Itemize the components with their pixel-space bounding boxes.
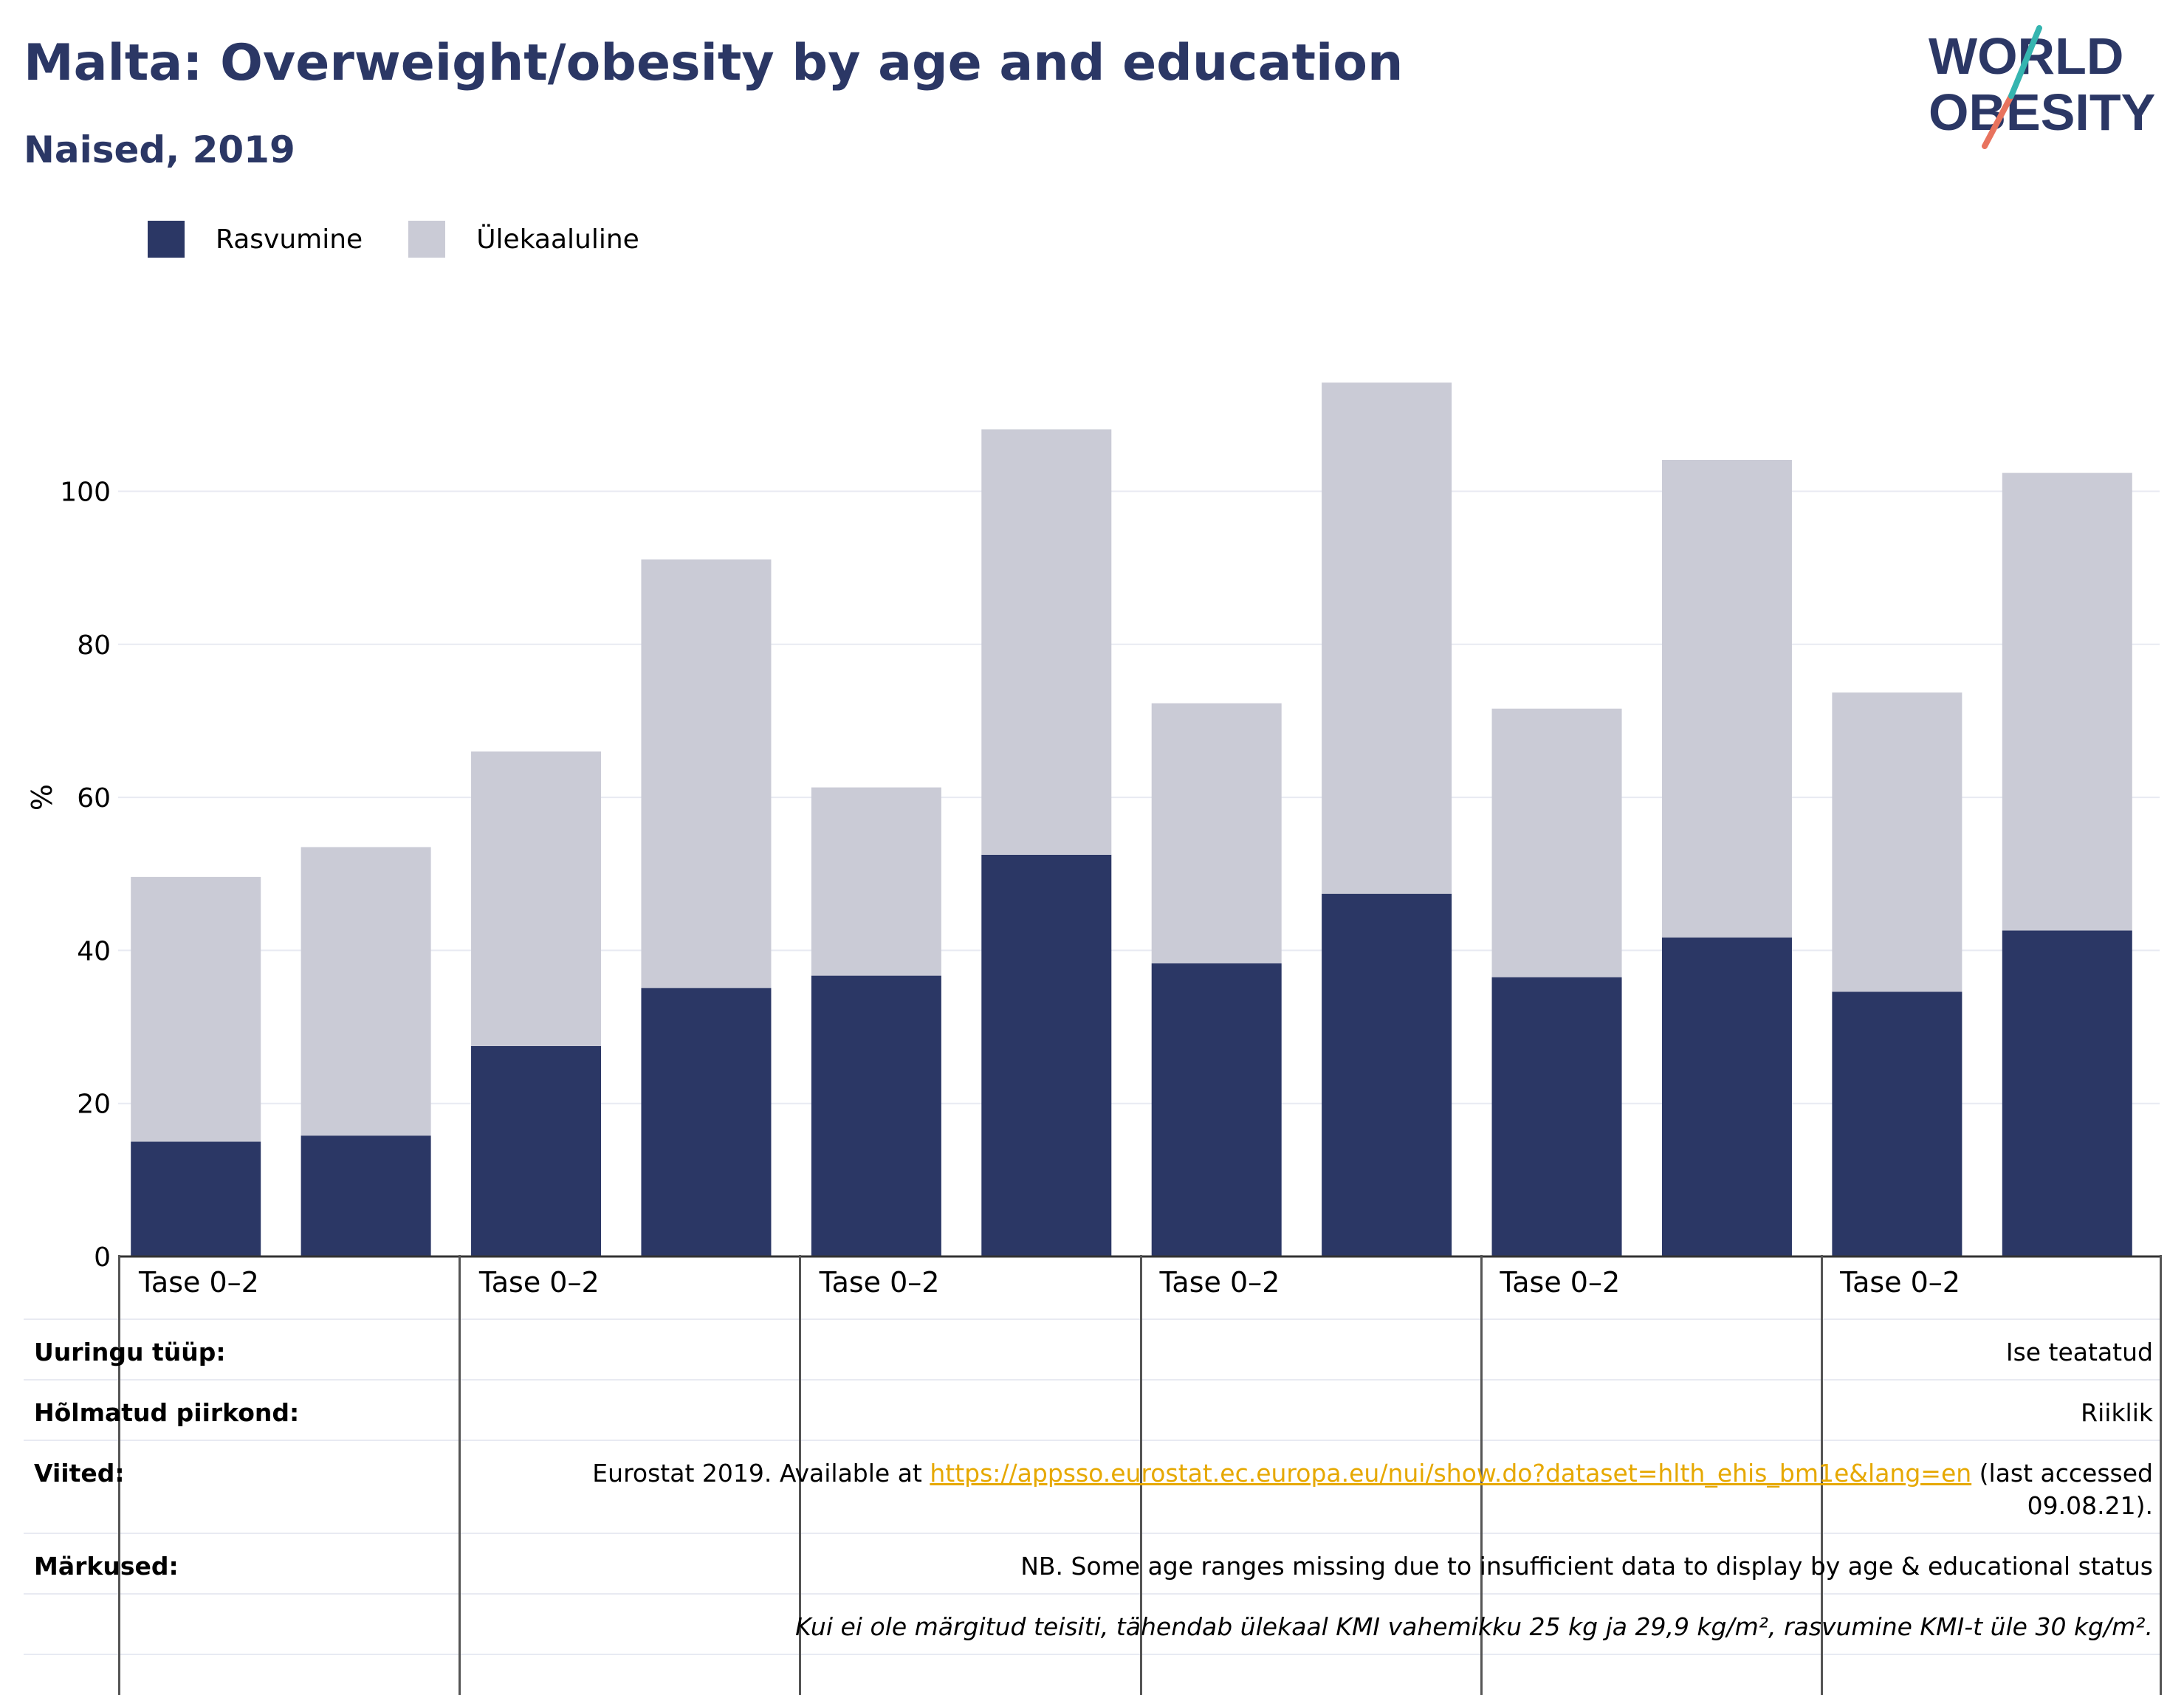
region-label: Hõlmatud piirkond: [34,1398,300,1427]
y-tick-label: 80 [77,630,111,661]
bar-obesity [1832,991,1962,1256]
references-link[interactable]: https://appsso.eurostat.ec.europa.eu/nui… [930,1459,1972,1488]
bar-obesity [1322,893,1452,1256]
bar-overweight [981,429,1112,855]
bar-obesity [811,975,941,1256]
legend-swatch-obesity [148,221,185,258]
y-tick-label: 60 [77,783,111,814]
bar-obesity [471,1045,602,1256]
x-group-label: Tase 0–2 [1499,1266,1620,1299]
group-separator [1821,1255,1823,1695]
legend-item-overweight[interactable]: Ülekaaluline [408,221,639,258]
bar-obesity [1491,977,1622,1256]
group-separator [799,1255,801,1695]
footer-divider [24,1440,2162,1441]
survey-type-value: Ise teatatud [2005,1338,2153,1366]
bar-overweight [1661,459,1792,938]
legend-item-obesity[interactable]: Rasvumine [148,221,363,258]
footer-divider [24,1593,2162,1595]
bar-obesity [2002,930,2132,1256]
bar-obesity [981,854,1112,1256]
references-suffix: (last accessed [1971,1459,2153,1488]
group-separator [1140,1255,1142,1695]
legend-swatch-overweight [408,221,446,258]
survey-type-label: Uuringu tüüp: [34,1338,226,1366]
bar-overweight [1322,382,1452,894]
bar-overweight [301,847,431,1136]
group-separator [118,1255,120,1695]
footer-divider [24,1379,2162,1381]
notes-value: NB. Some age ranges missing due to insuf… [1020,1552,2153,1581]
legend-label-obesity: Rasvumine [216,224,363,255]
x-group-label: Tase 0–2 [1159,1266,1280,1299]
footer-divider [24,1533,2162,1534]
bar-overweight [641,559,772,989]
y-tick-label: 0 [94,1242,111,1273]
bar-overweight [131,876,261,1142]
x-group-label: Tase 0–2 [819,1266,940,1299]
legend-label-overweight: Ülekaaluline [476,224,639,255]
bar-obesity [641,988,772,1256]
bar-overweight [811,787,941,976]
logo-slash-top-icon [2008,25,2042,99]
y-tick-label: 40 [77,936,111,966]
group-separator [2160,1255,2162,1695]
bar-overweight [2002,472,2132,931]
group-separator [459,1255,461,1695]
references-value-line2: 09.08.21). [2027,1491,2153,1520]
references-value: Eurostat 2019. Available at https://apps… [592,1459,2153,1488]
x-group-label: Tase 0–2 [478,1266,600,1299]
x-group-label: Tase 0–2 [138,1266,259,1299]
bar-obesity [1151,963,1282,1256]
x-group-label: Tase 0–2 [1839,1266,1960,1299]
references-prefix: Eurostat 2019. Available at [592,1459,930,1488]
bar-overweight [1832,692,1962,992]
footer-divider [24,1654,2162,1655]
group-separator [1480,1255,1483,1695]
footer-divider [24,1318,2162,1320]
y-tick-label: 20 [77,1090,111,1120]
references-label: Viited: [34,1459,125,1488]
y-axis-label: % [26,784,58,811]
bar-chart: 0 20 40 60 80 100% Tase 0–2 Tase 0–2 Tase 0–2 Tas… [26,382,2160,1299]
logo-word-2: OBESITY [1929,83,2155,141]
bar-obesity [1661,937,1792,1256]
bar-obesity [301,1135,431,1256]
definition-note: Kui ei ole märgitud teisiti, tähendab ül… [795,1612,2153,1641]
bar-overweight [1151,703,1282,964]
chart-subtitle: Naised, 2019 [24,128,295,171]
world-obesity-logo: WORLD OBESITY [1929,25,2155,149]
bar-overweight [471,751,602,1046]
y-tick-label: 100 [60,477,111,507]
notes-label: Märkused: [34,1552,179,1581]
chart-title: Malta: Overweight/obesity by age and edu… [24,34,1404,92]
region-value: Riiklik [2081,1398,2153,1427]
legend: Rasvumine Ülekaaluline [148,219,685,260]
logo-slash-icon [1982,93,2014,149]
bar-overweight [1491,708,1622,977]
bar-obesity [131,1141,261,1256]
